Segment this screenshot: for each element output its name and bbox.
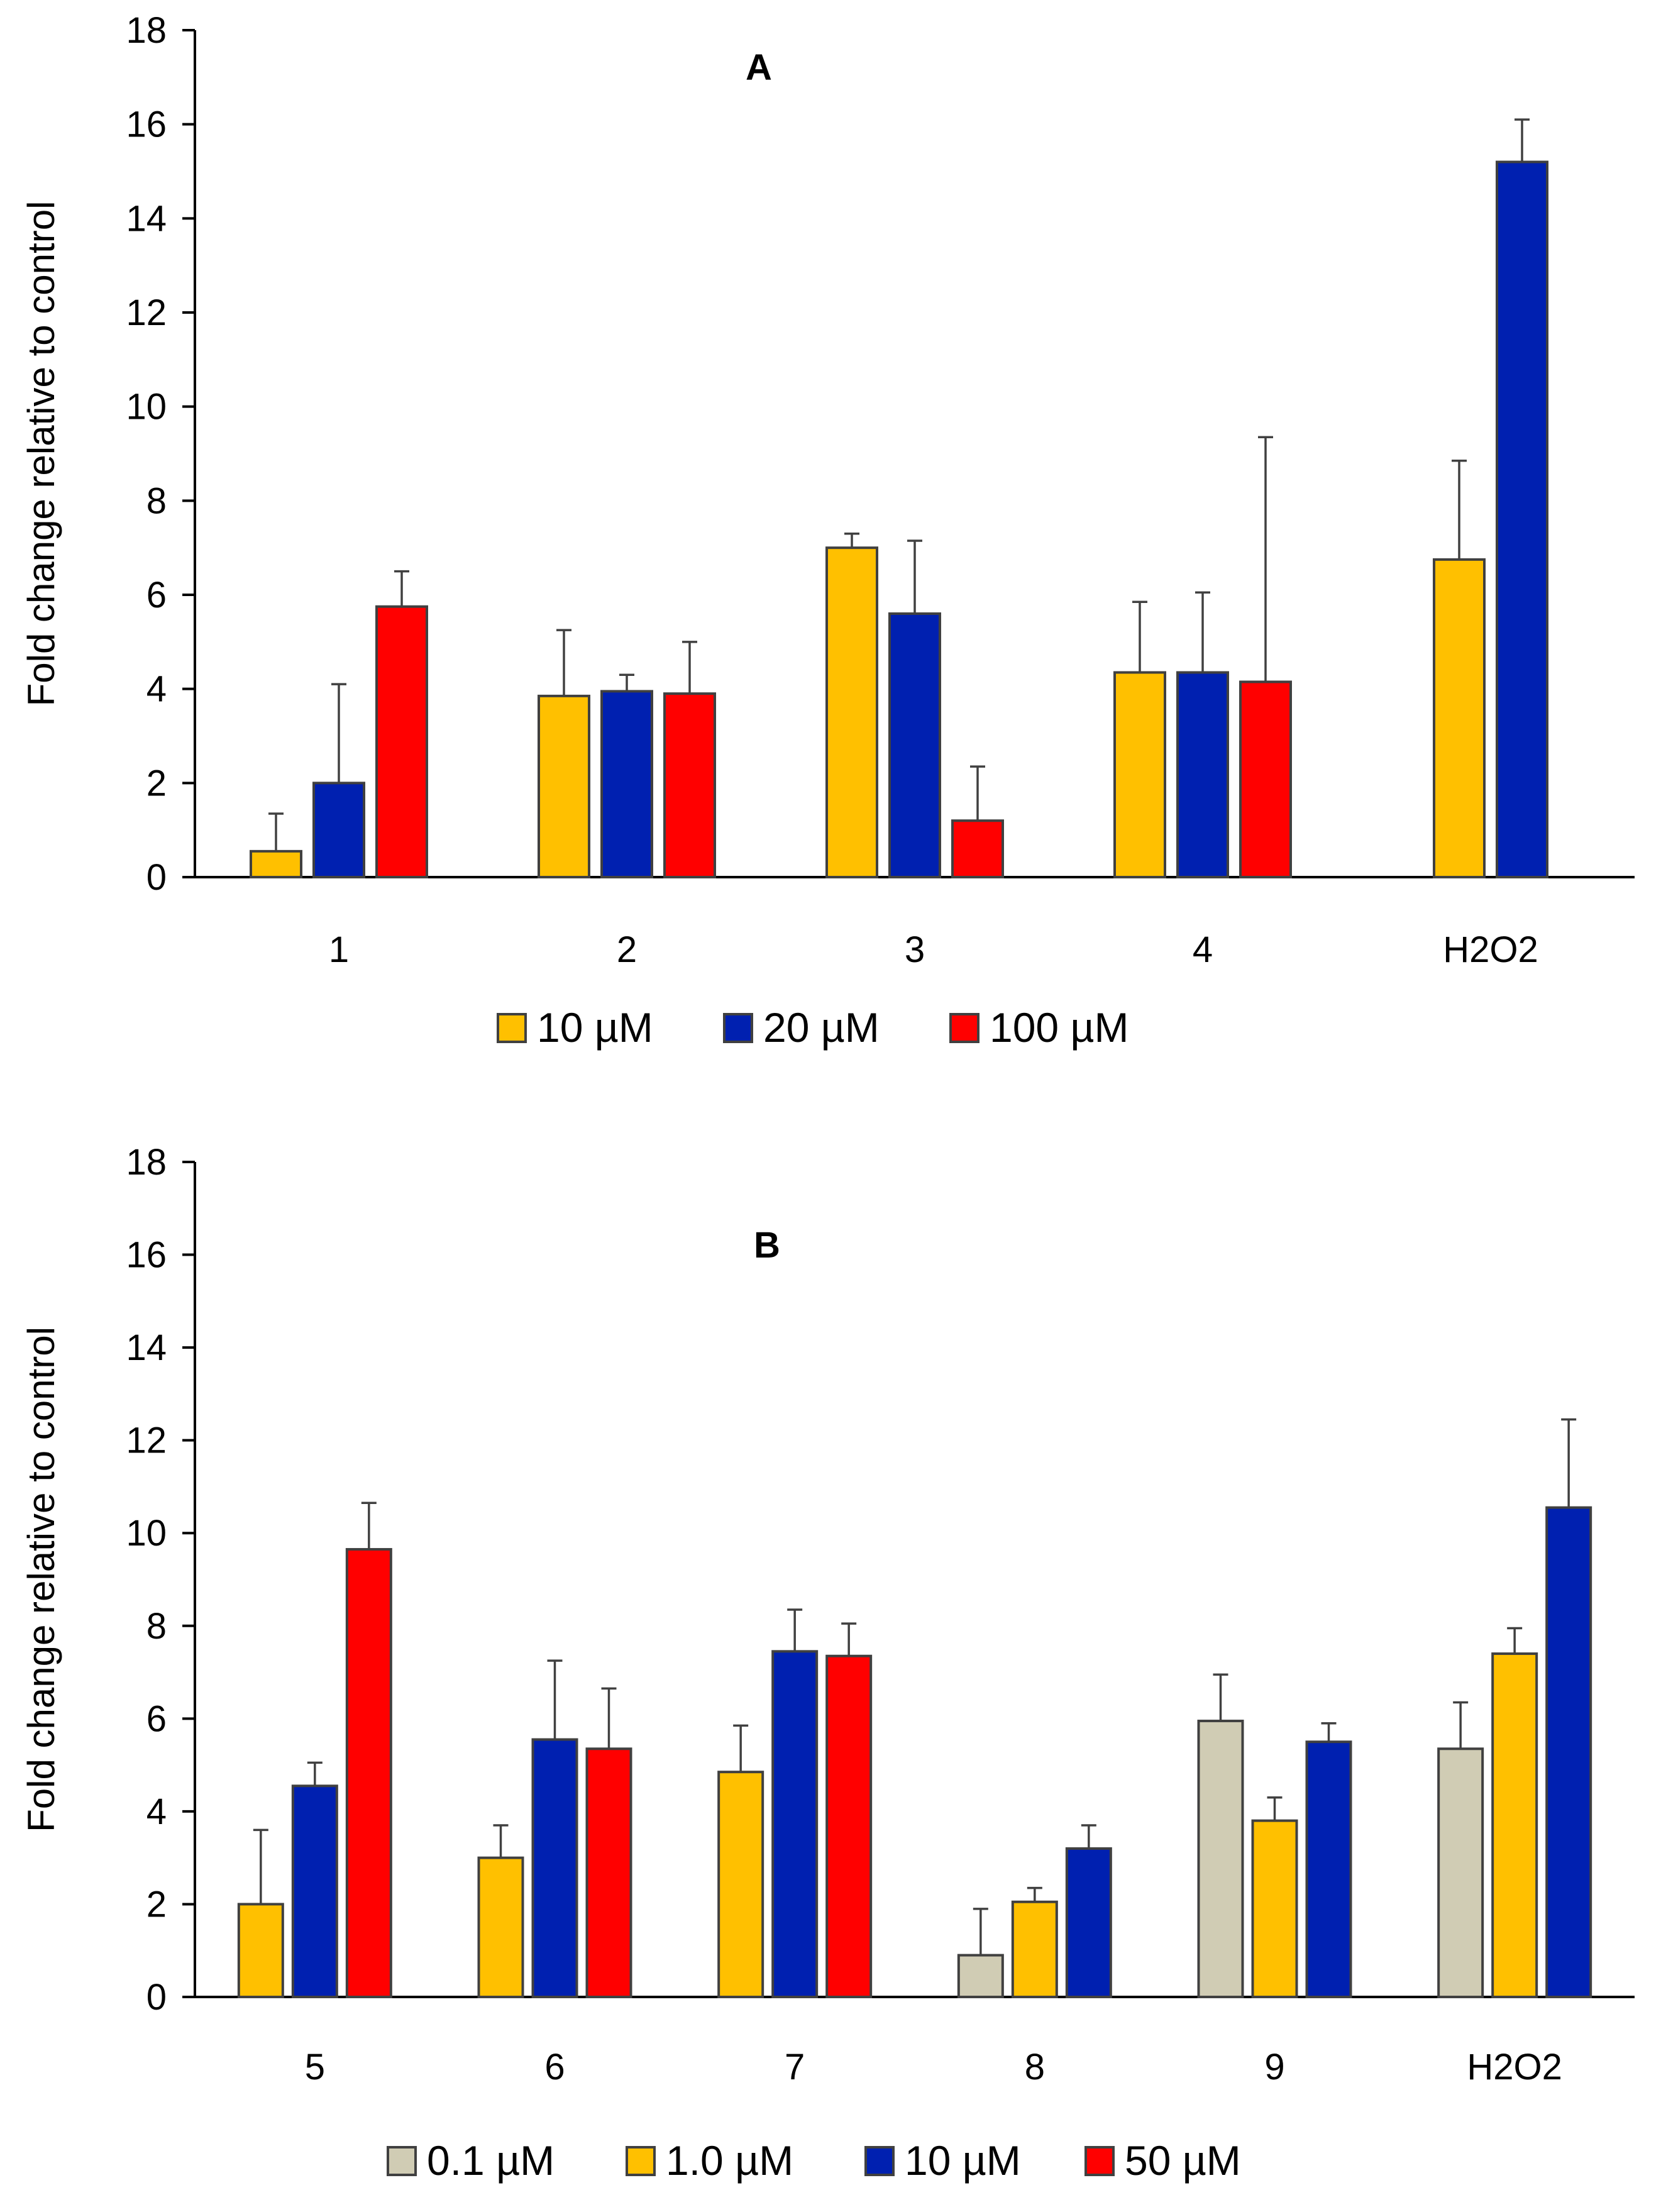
bar [1011, 1900, 1058, 1999]
bar [531, 1738, 578, 1999]
chart-panel-b: 0 2 4 6 8 10 12 14 16 18 Fold change relative to c… [20, 1142, 1635, 2184]
x-tick-label: 4 [1193, 929, 1213, 970]
x-tick-label: 2 [617, 929, 637, 970]
y-tick-label: 18 [126, 1142, 167, 1183]
y-tick-label: 16 [126, 1235, 167, 1276]
bar [1251, 1819, 1298, 1999]
bar [717, 1771, 764, 1998]
bar [1496, 160, 1548, 878]
legend-10um: 10 µM [537, 1004, 653, 1051]
x-tick-label: 6 [544, 2047, 565, 2088]
legend-100um-swatch [949, 1013, 979, 1043]
y-tick-label: 8 [146, 480, 167, 521]
legend-100um: 100 µM [990, 1004, 1128, 1051]
bar [250, 849, 302, 879]
y-tick-label: 8 [146, 1606, 167, 1647]
legend-1-0um-swatch [626, 2146, 656, 2176]
y-tick-label: 4 [146, 669, 167, 710]
x-tick-label: 7 [785, 2047, 805, 2088]
legend-10um: 10 µM [905, 2137, 1021, 2184]
y-tick-label: 12 [126, 292, 167, 333]
legend-0-1um-swatch [387, 2146, 417, 2176]
legend-1-0um: 1.0 µM [666, 2137, 793, 2184]
y-tick-label: 14 [126, 1327, 167, 1368]
y-tick-label: 4 [146, 1791, 167, 1832]
legend-50um-swatch [1084, 2146, 1115, 2176]
y-tick-label: 16 [126, 104, 167, 145]
y-tick-label: 2 [146, 763, 167, 804]
x-tick-label: 1 [329, 929, 349, 970]
legend-10um-swatch [497, 1013, 527, 1043]
y-tick-label: 2 [146, 1884, 167, 1925]
bar [1197, 1720, 1244, 1998]
legend-0-1um: 0.1 µM [427, 2137, 555, 2184]
legend-20um-swatch [723, 1013, 753, 1043]
panel-title: A [746, 47, 772, 88]
y-tick-label: 6 [146, 575, 167, 616]
legend-50um: 50 µM [1125, 2137, 1241, 2184]
bar [1113, 671, 1166, 878]
y-tick-label: 0 [146, 857, 167, 898]
y-tick-label: 10 [126, 387, 167, 428]
bar [291, 1784, 338, 1998]
bar [1239, 680, 1292, 878]
y-tick-label: 14 [126, 198, 167, 239]
bar [1433, 558, 1486, 878]
bar [477, 1856, 524, 1999]
bar [1491, 1652, 1538, 1998]
bar [312, 782, 365, 879]
bar [1437, 1747, 1484, 1998]
y-tick-label: 10 [126, 1513, 167, 1554]
legend-10um-swatch [864, 2146, 895, 2176]
x-tick-label: 3 [905, 929, 925, 970]
x-tick-label: 9 [1264, 2047, 1284, 2088]
bar [1305, 1740, 1352, 1998]
panel-title: B [754, 1225, 780, 1266]
bar [771, 1650, 819, 1998]
bar [237, 1903, 284, 1998]
bar [1176, 671, 1229, 878]
bar [585, 1747, 632, 1998]
y-tick-label: 18 [126, 10, 167, 51]
legend-20um: 20 µM [763, 1004, 880, 1051]
bar [825, 546, 878, 878]
bar [1545, 1506, 1592, 1999]
y-axis-title: Fold change relative to control [20, 1327, 62, 1832]
y-axis-title: Fold change relative to control [20, 201, 62, 707]
bar [888, 612, 941, 879]
x-tick-label: H2O2 [1467, 2047, 1562, 2088]
bar [957, 1954, 1004, 1999]
y-tick-label: 12 [126, 1420, 167, 1461]
y-tick-label: 0 [146, 1977, 167, 2018]
bar [825, 1654, 873, 1999]
bar [951, 819, 1004, 878]
bar [600, 690, 653, 878]
y-tick-label: 6 [146, 1698, 167, 1739]
x-tick-label: 5 [305, 2047, 325, 2088]
bar [663, 692, 716, 879]
bar [345, 1548, 392, 1998]
x-tick-label: H2O2 [1443, 929, 1538, 970]
bar [375, 605, 428, 878]
bar [538, 694, 590, 879]
bar [1065, 1847, 1112, 1999]
x-tick-label: 8 [1025, 2047, 1045, 2088]
